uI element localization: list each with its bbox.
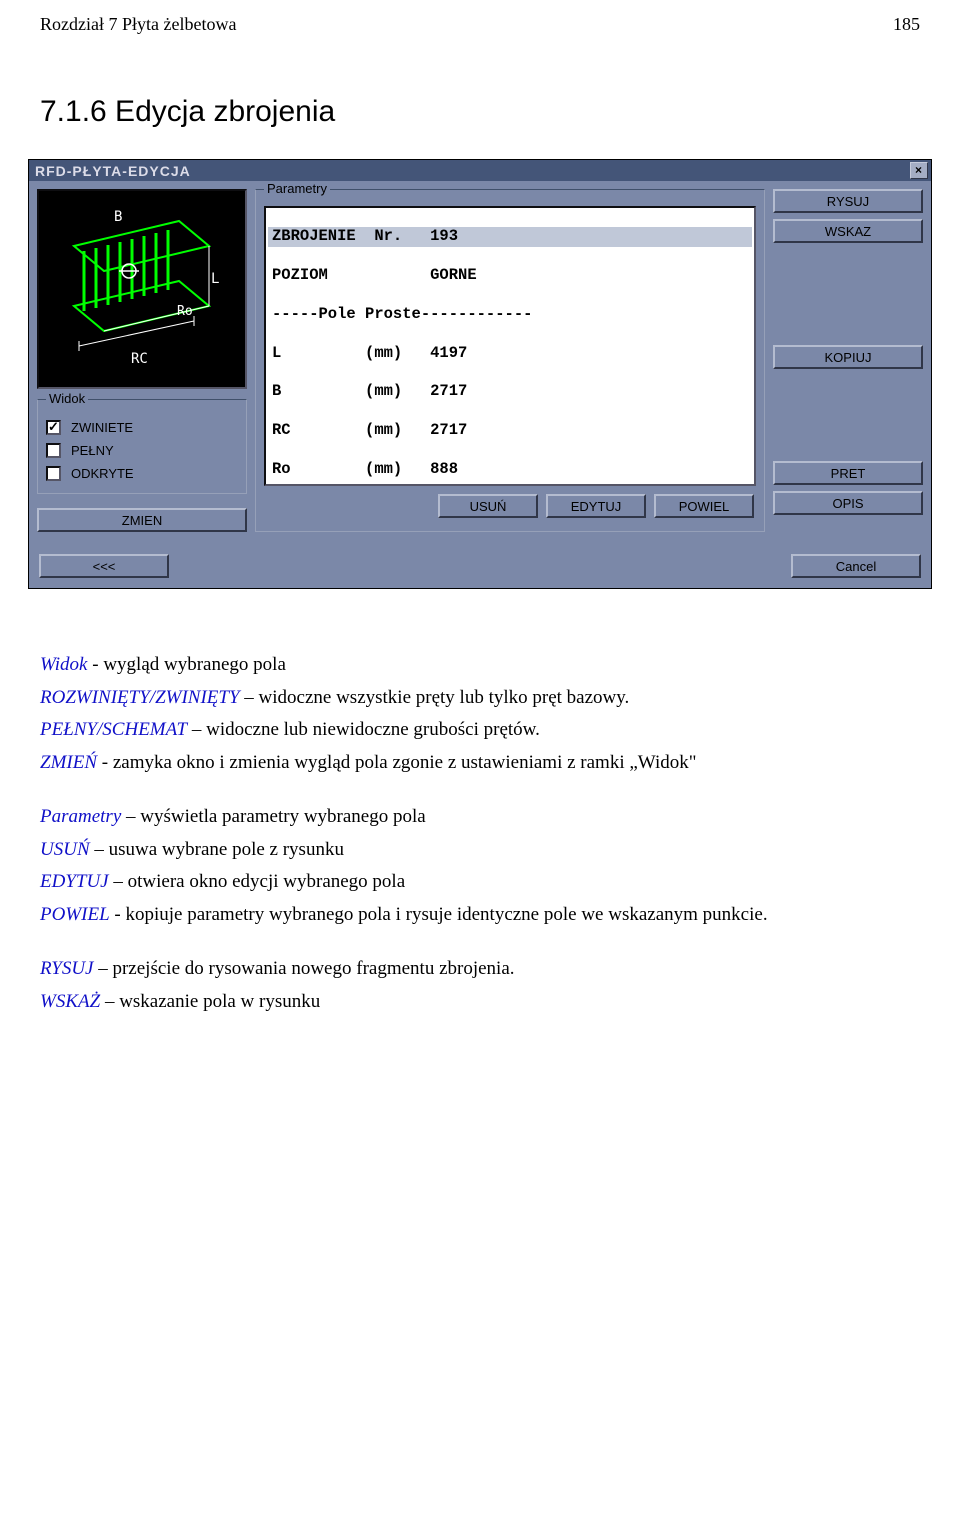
desc-text: - wygląd wybranego pola [88, 654, 286, 675]
page-number: 185 [893, 14, 920, 35]
widok-opt-1[interactable]: PEŁNY [46, 439, 238, 462]
pret-button[interactable]: PRET [773, 461, 923, 485]
section-heading: 7.1.6 Edycja zbrojenia [0, 45, 960, 159]
widok-opt-2[interactable]: ODKRYTE [46, 462, 238, 485]
titlebar: RFD-PŁYTA-EDYCJA × [29, 160, 931, 181]
list-row[interactable]: POZIOM GORNE [268, 266, 752, 285]
term-zmien: ZMIEŃ [40, 752, 97, 773]
term-edytuj: EDYTUJ [40, 871, 109, 892]
svg-text:RC: RC [131, 351, 148, 367]
desc-text: – wyświetla parametry wybranego pola [121, 806, 425, 827]
widok-opt-0[interactable]: ZWINIETE [46, 416, 238, 439]
list-row[interactable]: L (mm) 4197 [268, 344, 752, 363]
dialog-window: RFD-PŁYTA-EDYCJA × [28, 159, 932, 589]
zmien-button[interactable]: ZMIEN [37, 508, 247, 532]
spacer [773, 249, 923, 339]
window-title: RFD-PŁYTA-EDYCJA [35, 163, 191, 179]
parametry-group: Parametry ZBROJENIE Nr. 193 POZIOM GORNE… [255, 189, 765, 532]
checkbox-icon[interactable] [46, 443, 61, 458]
back-button[interactable]: <<< [39, 554, 169, 578]
usun-button[interactable]: USUŃ [438, 494, 538, 518]
desc-text: – usuwa wybrane pole z rysunku [90, 839, 344, 860]
spacer [773, 375, 923, 455]
list-row[interactable]: Ro (mm) 888 [268, 460, 752, 479]
kopiuj-button[interactable]: KOPIUJ [773, 345, 923, 369]
powiel-button[interactable]: POWIEL [654, 494, 754, 518]
widok-opt-label: ODKRYTE [71, 466, 134, 481]
checkbox-icon[interactable] [46, 466, 61, 481]
edytuj-button[interactable]: EDYTUJ [546, 494, 646, 518]
widok-group: Widok ZWINIETE PEŁNY ODKRYTE [37, 399, 247, 494]
wskaz-button[interactable]: WSKAZ [773, 219, 923, 243]
widok-opt-label: PEŁNY [71, 443, 114, 458]
list-row[interactable]: RC (mm) 2717 [268, 421, 752, 440]
svg-text:Ro: Ro [177, 304, 193, 319]
widok-group-label: Widok [46, 391, 88, 406]
term-rysuj: RYSUJ [40, 958, 93, 979]
term-rozwiniety: ROZWINIĘTY/ZWINIĘTY [40, 687, 240, 708]
desc-text: - kopiuje parametry wybranego pola i rys… [110, 904, 768, 925]
list-row[interactable]: B (mm) 2717 [268, 382, 752, 401]
desc-text: – przejście do rysowania nowego fragment… [93, 958, 514, 979]
parametry-group-label: Parametry [264, 181, 330, 196]
list-row[interactable]: -----Pole Proste------------ [268, 305, 752, 324]
parameters-listbox[interactable]: ZBROJENIE Nr. 193 POZIOM GORNE -----Pole… [264, 206, 756, 486]
cancel-button[interactable]: Cancel [791, 554, 921, 578]
widok-opt-label: ZWINIETE [71, 420, 133, 435]
svg-text:L: L [211, 271, 219, 287]
term-wskaz: WSKAŻ [40, 991, 100, 1012]
list-row-selected[interactable]: ZBROJENIE Nr. 193 [268, 227, 752, 246]
term-usun: USUŃ [40, 839, 90, 860]
desc-text: - zamyka okno i zmienia wygląd pola zgon… [97, 752, 697, 773]
term-powiel: POWIEL [40, 904, 110, 925]
term-parametry: Parametry [40, 806, 121, 827]
term-pelny: PEŁNY/SCHEMAT [40, 719, 187, 740]
preview-pane: B L Ro RC [37, 189, 247, 389]
term-widok: Widok [40, 654, 88, 675]
close-icon[interactable]: × [910, 162, 928, 179]
desc-text: – widoczne wszystkie pręty lub tylko prę… [240, 687, 630, 708]
svg-text:B: B [114, 209, 122, 225]
desc-text: – otwiera okno edycji wybranego pola [109, 871, 406, 892]
desc-text: – wskazanie pola w rysunku [100, 991, 320, 1012]
description-block: Widok - wygląd wybranego pola ROZWINIĘTY… [0, 619, 960, 1028]
rysuj-button[interactable]: RYSUJ [773, 189, 923, 213]
opis-button[interactable]: OPIS [773, 491, 923, 515]
desc-text: – widoczne lub niewidoczne grubości pręt… [187, 719, 540, 740]
page-header-left: Rozdział 7 Płyta żelbetowa [40, 14, 236, 35]
checkbox-icon[interactable] [46, 420, 61, 435]
